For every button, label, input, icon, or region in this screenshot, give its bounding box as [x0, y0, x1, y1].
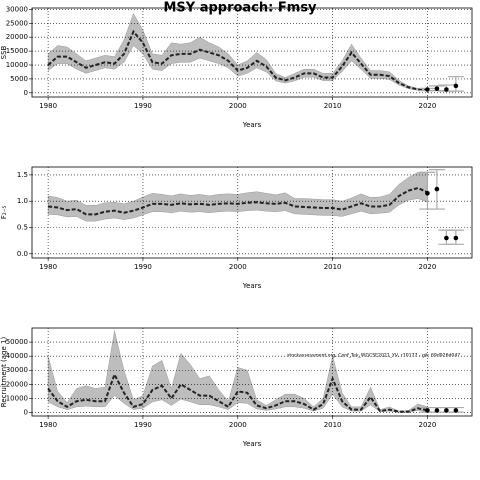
estimate-line [48, 186, 428, 216]
forecast-point [444, 408, 449, 413]
forecast-point [444, 87, 449, 92]
plot-frame [31, 166, 473, 259]
x-tick-label: 1980 [39, 421, 57, 429]
estimate-line [47, 29, 428, 92]
y-tick-label: 0 [24, 89, 28, 97]
x-tick-label: 2000 [229, 421, 247, 429]
y-tick-label: 0.5 [17, 223, 28, 231]
x-tick-label: 2020 [419, 421, 437, 429]
x-axis-label: Years [242, 282, 262, 290]
x-tick-label: 2010 [324, 263, 342, 271]
x-tick-label: 2020 [419, 102, 437, 110]
forecast-point [453, 83, 459, 89]
forecast-point [453, 408, 459, 413]
y-axis-label: F₂₋₅ [0, 206, 8, 220]
x-tick-label: 2000 [229, 263, 247, 271]
x-tick-label: 1990 [134, 102, 152, 110]
forecast-point [434, 186, 440, 192]
forecast-point [434, 408, 440, 413]
x-axis-label: Years [242, 121, 262, 129]
forecast-point [444, 235, 449, 241]
y-tick-label: 5000 [10, 75, 28, 83]
y-tick-label: 1.0 [17, 197, 28, 205]
x-tick-label: 2010 [324, 421, 342, 429]
x-tick-label: 1980 [39, 263, 57, 271]
forecast-point [425, 408, 430, 413]
y-tick-label: 40000 [6, 352, 28, 360]
forecast-point [425, 87, 430, 92]
y-tick-label: 10000 [6, 394, 28, 402]
plot-frame [31, 327, 473, 417]
x-tick-label: 2020 [419, 263, 437, 271]
y-tick-label: 10000 [6, 61, 28, 69]
y-tick-label: 20000 [6, 33, 28, 41]
plot-frame [31, 7, 473, 98]
y-axis-label: Recruitment (age 1) [0, 337, 8, 408]
chart-title: MSY approach: Fmsy [163, 1, 317, 16]
y-tick-label: 30000 [6, 5, 28, 13]
y-tick-label: 0 [24, 408, 28, 416]
forecast-point [425, 191, 430, 196]
y-tick-label: 50000 [6, 338, 28, 346]
x-axis-label: Years [242, 440, 262, 448]
x-tick-label: 1990 [134, 263, 152, 271]
y-tick-label: 1.5 [17, 171, 28, 179]
y-tick-label: 20000 [6, 380, 28, 388]
y-tick-label: 15000 [6, 47, 28, 55]
x-tick-label: 2010 [324, 102, 342, 110]
y-tick-label: 30000 [6, 366, 28, 374]
y-tick-label: 0.0 [17, 250, 28, 258]
forecast-point [434, 86, 440, 91]
annotation: stockassessment.org, Conf_Tek_WGCSE2021_… [287, 353, 460, 359]
x-tick-label: 2000 [229, 102, 247, 110]
x-tick-label: 1990 [134, 421, 152, 429]
estimate-line [47, 371, 428, 413]
y-tick-label: 25000 [6, 19, 28, 27]
y-axis-label: SSB [0, 45, 8, 59]
forecast-point [453, 235, 459, 241]
x-tick-label: 1980 [39, 102, 57, 110]
